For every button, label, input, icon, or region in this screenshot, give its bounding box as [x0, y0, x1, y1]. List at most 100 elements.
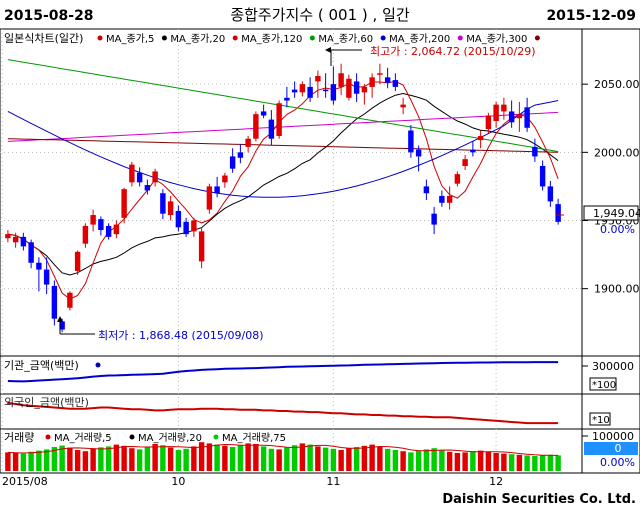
candle: [5, 234, 11, 239]
volume-ma-line: [7, 443, 559, 456]
price-legend: 일본식차트(일간) MA_종가,5 MA_종가,20 MA_종가,120 MA_종가,…: [4, 31, 540, 45]
legend-item-1: MA_종가,20: [170, 33, 225, 45]
volume-bar: [291, 445, 298, 471]
legend-item-5: MA_종가,300: [466, 33, 527, 45]
candle: [43, 269, 50, 285]
volume-bar: [384, 448, 391, 471]
candle: [229, 156, 236, 169]
candle: [431, 213, 437, 225]
volume-value-box: [584, 442, 638, 455]
candle: [454, 174, 461, 184]
volume-bar: [276, 449, 282, 471]
volume-bar: [346, 448, 352, 471]
volume-legend-dot-icon: [45, 434, 51, 440]
candle: [167, 201, 174, 216]
candle: [493, 104, 499, 121]
legend-dot-icon: [161, 35, 167, 41]
candle: [90, 215, 96, 225]
legend-item-3: MA_종가,60: [318, 33, 373, 45]
candle: [516, 114, 523, 119]
ma5-line: [7, 80, 559, 300]
candle: [152, 171, 158, 183]
foreign-unit-box: [589, 412, 611, 426]
candle: [222, 175, 228, 183]
volume-bar: [369, 444, 375, 471]
candle: [400, 104, 406, 108]
candle: [74, 251, 81, 271]
candle: [508, 111, 515, 123]
volume-bar: [307, 444, 313, 471]
volume-bar: [400, 451, 406, 471]
candle: [67, 292, 73, 308]
candle: [160, 193, 166, 214]
volume-bar: [113, 444, 120, 471]
candle: [183, 221, 189, 235]
candle: [28, 242, 34, 263]
candle: [539, 165, 546, 187]
volume-bar: [501, 453, 507, 471]
inst-amount-line: [7, 361, 559, 383]
last-price-change: 0.00%: [600, 223, 635, 236]
volume-legend-item-1: MA_거래량,20: [138, 432, 202, 444]
legend-main-label: 일본식차트(일간): [4, 31, 83, 45]
ma120-line: [7, 138, 559, 153]
candle: [113, 224, 120, 235]
x-tick-label: 2015/08: [2, 475, 48, 488]
volume-bar: [284, 447, 290, 471]
candle: [253, 114, 259, 139]
inst-legend-dot-icon: [95, 362, 101, 368]
volume-bar: [206, 443, 213, 471]
volume-bar: [330, 448, 337, 471]
candle: [291, 89, 298, 93]
foreign-title: 외국인_금액(백만): [4, 396, 89, 409]
candle: [477, 135, 484, 141]
volume-panel[interactable]: [0, 428, 640, 474]
volume-bar: [462, 452, 468, 471]
high-annotation: 최고가 : 2,064.72 (2015/10/29): [325, 45, 536, 66]
candle: [12, 236, 19, 243]
x-tick-label: 10: [171, 475, 185, 488]
candle: [214, 186, 220, 194]
volume-bar: [555, 455, 561, 471]
candle: [198, 231, 205, 262]
ma60-line: [7, 59, 559, 153]
foreign-amount-line: [7, 401, 559, 425]
volume-bar: [253, 444, 259, 471]
volume-bar: [152, 444, 158, 471]
candle: [408, 130, 414, 153]
candle: [330, 84, 337, 101]
volume-bar: [144, 447, 151, 471]
volume-bar: [260, 446, 267, 471]
volume-bar: [485, 451, 492, 471]
volume-bar: [377, 447, 383, 471]
candle: [462, 159, 468, 166]
candle: [446, 195, 453, 203]
legend-item-4: MA_종가,200: [389, 33, 450, 45]
volume-legend-item-2: MA_거래량,75: [222, 432, 286, 444]
volume-bar: [245, 443, 251, 471]
candle: [284, 97, 290, 101]
candle: [501, 104, 507, 112]
volume-bar: [493, 453, 499, 471]
volume-bar: [74, 450, 81, 471]
candle: [175, 210, 182, 228]
volume-bars: [5, 442, 561, 471]
candle: [423, 186, 430, 194]
candle: [384, 77, 391, 83]
volume-bar: [51, 447, 58, 471]
volume-bar: [191, 446, 197, 471]
candle: [470, 149, 476, 153]
volume-bar: [431, 448, 437, 471]
candle: [369, 77, 375, 87]
candle: [338, 73, 344, 87]
volume-bar: [361, 445, 368, 471]
volume-bar: [439, 450, 445, 471]
candle: [485, 115, 492, 130]
volume-bar: [222, 445, 228, 471]
inst-title: 기관_금액(백만): [4, 359, 79, 372]
volume-bar: [36, 450, 42, 471]
foreign-unit-label: *10: [592, 415, 610, 426]
volume-bar: [59, 445, 65, 471]
candle: [98, 219, 104, 231]
candle: [307, 86, 313, 98]
